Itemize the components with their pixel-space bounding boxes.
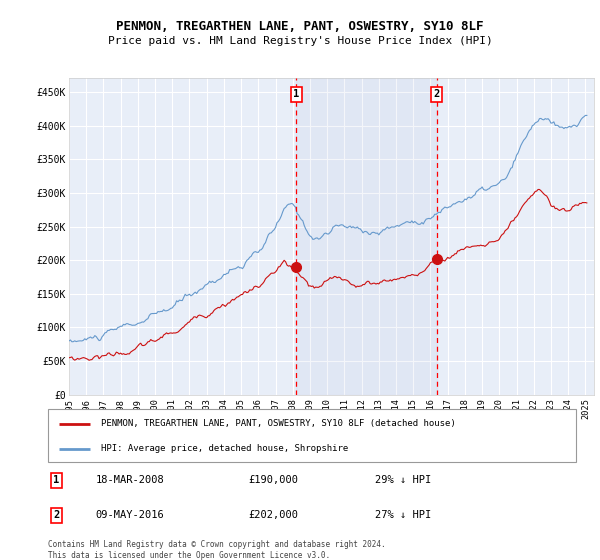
Text: 1: 1	[53, 475, 59, 485]
Text: 2: 2	[434, 90, 440, 100]
Text: £202,000: £202,000	[248, 510, 299, 520]
Text: 1: 1	[293, 90, 299, 100]
Text: Contains HM Land Registry data © Crown copyright and database right 2024.
This d: Contains HM Land Registry data © Crown c…	[48, 540, 386, 560]
Text: 18-MAR-2008: 18-MAR-2008	[95, 475, 164, 485]
Text: 2: 2	[53, 510, 59, 520]
Text: PENMON, TREGARTHEN LANE, PANT, OSWESTRY, SY10 8LF: PENMON, TREGARTHEN LANE, PANT, OSWESTRY,…	[116, 20, 484, 32]
Text: HPI: Average price, detached house, Shropshire: HPI: Average price, detached house, Shro…	[101, 444, 348, 453]
Text: PENMON, TREGARTHEN LANE, PANT, OSWESTRY, SY10 8LF (detached house): PENMON, TREGARTHEN LANE, PANT, OSWESTRY,…	[101, 419, 455, 428]
Text: 09-MAY-2016: 09-MAY-2016	[95, 510, 164, 520]
Text: Price paid vs. HM Land Registry's House Price Index (HPI): Price paid vs. HM Land Registry's House …	[107, 36, 493, 46]
Bar	[296, 78, 437, 395]
Text: 29% ↓ HPI: 29% ↓ HPI	[376, 475, 431, 485]
Text: £190,000: £190,000	[248, 475, 299, 485]
Text: 27% ↓ HPI: 27% ↓ HPI	[376, 510, 431, 520]
